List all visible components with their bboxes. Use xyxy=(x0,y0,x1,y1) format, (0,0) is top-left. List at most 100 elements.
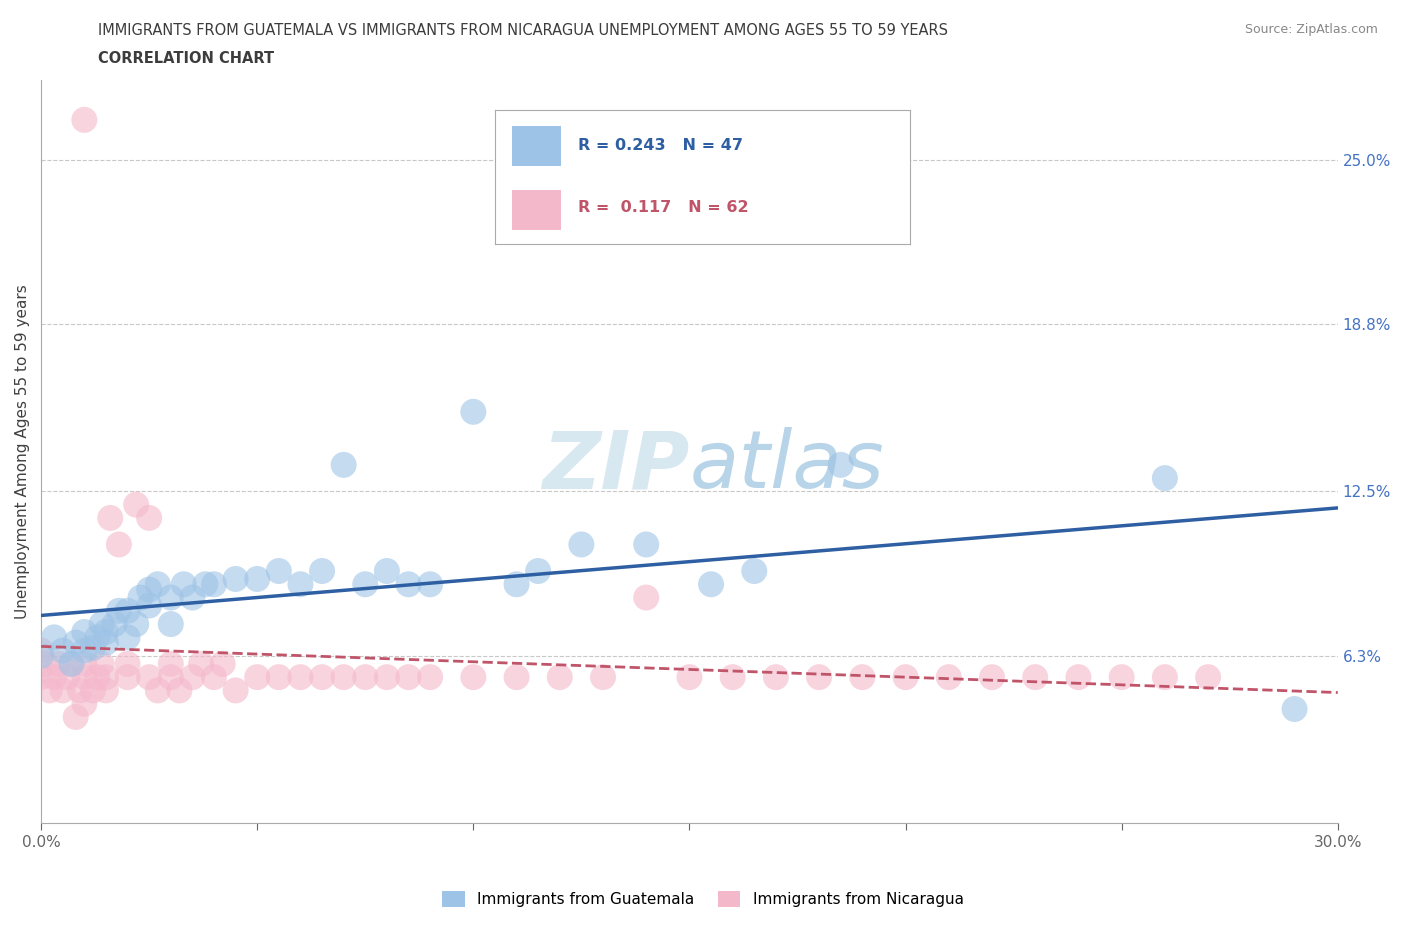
Point xyxy=(73,657,96,671)
Point xyxy=(98,511,121,525)
Point xyxy=(60,657,83,671)
Point xyxy=(82,641,104,656)
Text: Source: ZipAtlas.com: Source: ZipAtlas.com xyxy=(1244,23,1378,36)
Point xyxy=(636,591,658,605)
Point xyxy=(56,670,79,684)
Point xyxy=(1197,670,1219,684)
Point xyxy=(194,577,217,591)
Point xyxy=(742,564,765,578)
Point xyxy=(94,635,117,650)
Point xyxy=(117,670,139,684)
Point xyxy=(1111,670,1133,684)
Point xyxy=(90,617,112,631)
Point xyxy=(129,591,152,605)
Point xyxy=(52,644,75,658)
Point xyxy=(173,577,195,591)
Point xyxy=(636,537,658,551)
Point xyxy=(202,670,225,684)
Point xyxy=(117,604,139,618)
Point xyxy=(398,670,420,684)
Point xyxy=(419,577,441,591)
Point xyxy=(267,564,290,578)
Point xyxy=(146,577,169,591)
Point xyxy=(65,635,87,650)
Point xyxy=(138,670,160,684)
Point xyxy=(48,657,70,671)
Point xyxy=(981,670,1004,684)
Point xyxy=(894,670,917,684)
Point xyxy=(700,577,723,591)
Point xyxy=(169,683,191,698)
Point xyxy=(190,657,212,671)
Point xyxy=(30,644,52,658)
Point xyxy=(463,670,485,684)
Point xyxy=(1154,670,1177,684)
Point xyxy=(938,670,960,684)
Point xyxy=(146,683,169,698)
Point xyxy=(138,511,160,525)
Point xyxy=(65,710,87,724)
Point xyxy=(505,577,527,591)
Point xyxy=(38,683,60,698)
Point xyxy=(1154,471,1177,485)
Point xyxy=(159,591,181,605)
Point xyxy=(246,670,269,684)
Point xyxy=(108,537,131,551)
Point xyxy=(225,572,247,587)
Point xyxy=(42,630,65,644)
Point xyxy=(108,604,131,618)
Text: CORRELATION CHART: CORRELATION CHART xyxy=(98,51,274,66)
Point xyxy=(1024,670,1046,684)
Point xyxy=(354,670,377,684)
Point xyxy=(721,670,744,684)
Point xyxy=(311,670,333,684)
Point xyxy=(1067,670,1090,684)
Point xyxy=(398,577,420,591)
Point xyxy=(808,670,831,684)
Point xyxy=(103,617,125,631)
Point xyxy=(592,670,614,684)
Point xyxy=(354,577,377,591)
Point xyxy=(30,648,52,663)
Point xyxy=(159,657,181,671)
Point xyxy=(765,670,787,684)
Text: ZIP: ZIP xyxy=(543,428,689,506)
Point xyxy=(332,458,354,472)
Point xyxy=(332,670,354,684)
Point xyxy=(181,670,204,684)
Point xyxy=(202,577,225,591)
Point xyxy=(69,683,91,698)
Point xyxy=(267,670,290,684)
Point xyxy=(125,617,148,631)
Y-axis label: Unemployment Among Ages 55 to 59 years: Unemployment Among Ages 55 to 59 years xyxy=(15,285,30,619)
Point xyxy=(159,670,181,684)
Point xyxy=(60,657,83,671)
Point xyxy=(94,683,117,698)
Point xyxy=(73,113,96,127)
Text: IMMIGRANTS FROM GUATEMALA VS IMMIGRANTS FROM NICARAGUA UNEMPLOYMENT AMONG AGES 5: IMMIGRANTS FROM GUATEMALA VS IMMIGRANTS … xyxy=(98,23,949,38)
Point xyxy=(125,498,148,512)
Point xyxy=(830,458,852,472)
Point xyxy=(94,625,117,640)
Point xyxy=(138,598,160,613)
Text: atlas: atlas xyxy=(689,428,884,506)
Point xyxy=(290,577,312,591)
Point xyxy=(211,657,233,671)
Point xyxy=(375,564,398,578)
Legend: Immigrants from Guatemala, Immigrants from Nicaragua: Immigrants from Guatemala, Immigrants fr… xyxy=(436,884,970,913)
Point xyxy=(1284,701,1306,716)
Point xyxy=(246,572,269,587)
Point xyxy=(42,670,65,684)
Point xyxy=(159,617,181,631)
Point xyxy=(86,670,108,684)
Point xyxy=(82,683,104,698)
Point xyxy=(90,657,112,671)
Point xyxy=(851,670,873,684)
Point xyxy=(225,683,247,698)
Point xyxy=(678,670,700,684)
Point xyxy=(73,670,96,684)
Point xyxy=(73,644,96,658)
Point xyxy=(73,697,96,711)
Point xyxy=(34,657,56,671)
Point xyxy=(73,625,96,640)
